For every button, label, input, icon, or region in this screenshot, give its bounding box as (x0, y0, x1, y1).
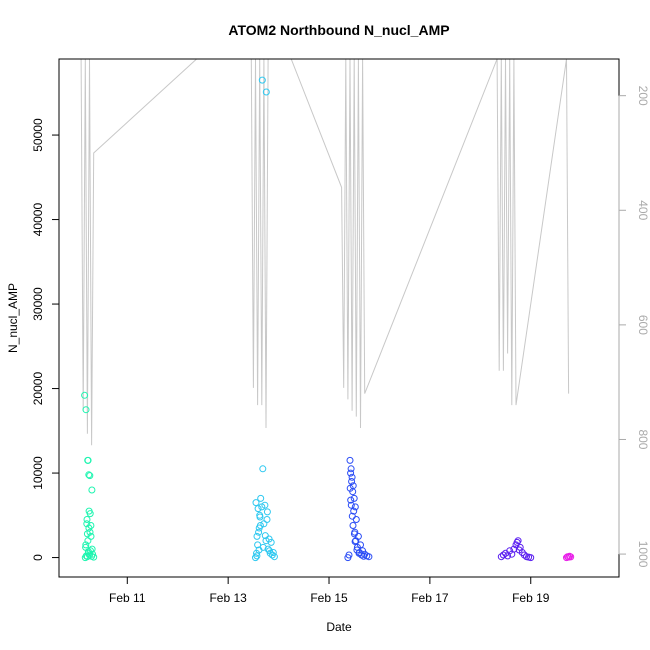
y2-tick-label: 1000 (636, 541, 650, 568)
y2-tick-label: 800 (636, 429, 650, 449)
y-tick-label: 40000 (31, 203, 45, 237)
data-point (81, 391, 89, 399)
x-tick-label: Feb 15 (310, 591, 348, 605)
data-point (253, 552, 261, 560)
data-point (253, 532, 261, 540)
data-point (348, 512, 356, 520)
x-tick-label: Feb 19 (512, 591, 550, 605)
chart-title: ATOM2 Northbound N_nucl_AMP (228, 22, 449, 38)
y-axis-left: 0 10000 20000 30000 40000 50000 (31, 118, 59, 561)
data-point (86, 472, 94, 480)
data-point (347, 469, 355, 477)
y2-tick-label: 600 (636, 315, 650, 335)
data-point (254, 505, 262, 513)
data-point (347, 501, 355, 509)
data-point (84, 456, 92, 464)
data-point (514, 537, 522, 545)
data-point (350, 507, 358, 515)
x-axis-label: Date (326, 620, 352, 634)
data-point (82, 541, 90, 549)
data-point (90, 553, 98, 561)
data-point (263, 508, 271, 516)
data-point (348, 478, 356, 485)
data-point (513, 538, 521, 546)
y2-tick-label: 200 (636, 86, 650, 106)
data-point (263, 516, 271, 523)
data-point (351, 503, 359, 511)
data-point (257, 494, 265, 502)
data-point (351, 538, 359, 545)
data-point (269, 549, 277, 556)
data-point (499, 551, 507, 559)
data-point (527, 554, 535, 562)
data-point (256, 522, 264, 529)
data-point (506, 547, 514, 555)
data-point (261, 501, 269, 509)
data-point (365, 553, 373, 561)
data-point (345, 551, 353, 559)
depth-line-layer (80, 59, 570, 446)
x-axis: Feb 11 Feb 13 Feb 15 Feb 17 Feb 19 (109, 577, 550, 605)
data-point (510, 545, 518, 553)
y2-tick-label: 400 (636, 200, 650, 220)
x-tick-label: Feb 11 (109, 591, 146, 605)
data-point (84, 548, 92, 556)
y-tick-label: 10000 (31, 456, 45, 490)
data-point (346, 484, 354, 492)
data-point (347, 465, 355, 473)
data-point (267, 538, 275, 546)
data-point (262, 88, 270, 96)
y-tick-label: 50000 (31, 118, 45, 152)
data-point (350, 530, 358, 538)
data-point (85, 507, 93, 515)
y-tick-label: 30000 (31, 287, 45, 321)
data-point (83, 530, 91, 538)
y-tick-label: 20000 (31, 372, 45, 406)
data-point (264, 545, 272, 553)
data-point (346, 456, 354, 464)
data-point (515, 546, 523, 554)
data-point (565, 553, 573, 561)
data-point (258, 76, 266, 84)
data-point (259, 465, 267, 473)
data-point (270, 553, 278, 561)
data-point (352, 516, 360, 523)
data-point (266, 547, 273, 555)
data-point (349, 522, 357, 529)
plot-frame (58, 58, 620, 578)
x-tick-label: Feb 17 (411, 591, 449, 605)
data-point (256, 513, 264, 521)
data-point (355, 549, 363, 557)
data-points-layer (81, 76, 575, 562)
depth-series-line (80, 59, 570, 446)
data-point (347, 496, 355, 504)
y-axis-right: 200 400 600 800 1000 (618, 86, 650, 568)
data-point (254, 541, 262, 549)
x-tick-label: Feb 13 (209, 591, 247, 605)
data-point (255, 528, 263, 536)
data-point (83, 520, 91, 528)
data-point (252, 499, 260, 507)
data-point (520, 551, 528, 559)
y-tick-label: 0 (31, 554, 45, 561)
y-axis-label: N_nucl_AMP (6, 283, 20, 353)
data-point (350, 494, 358, 502)
data-point (252, 554, 259, 562)
data-point (348, 473, 356, 481)
data-point (261, 532, 269, 540)
data-point (352, 537, 360, 545)
data-point (87, 522, 95, 529)
data-point (85, 471, 93, 479)
data-point (88, 486, 96, 494)
data-point (83, 516, 91, 523)
data-point (82, 406, 90, 414)
data-point (567, 553, 575, 561)
data-point (259, 543, 267, 551)
